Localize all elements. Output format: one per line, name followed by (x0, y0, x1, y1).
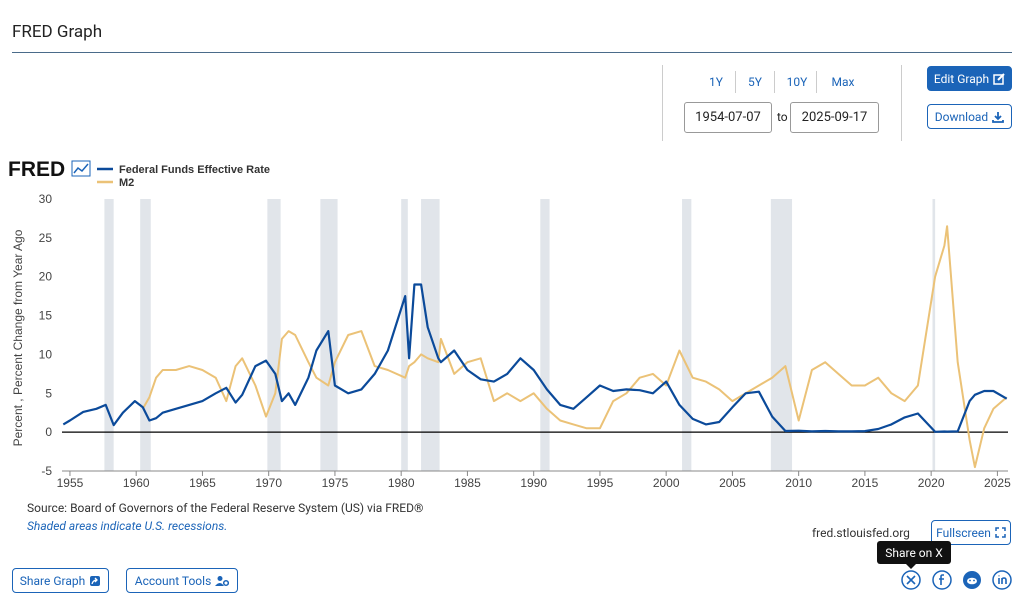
x-tick-label: 1970 (255, 476, 282, 490)
share-icon (90, 575, 101, 586)
account-icon (215, 575, 230, 586)
fullscreen-button[interactable]: Fullscreen (931, 520, 1011, 545)
fullscreen-icon (995, 527, 1006, 538)
recession-band (682, 199, 692, 471)
x-tick-label: 2005 (719, 476, 746, 490)
separator (774, 71, 775, 93)
series-line (141, 225, 1008, 469)
x-tick-label: 1990 (520, 476, 547, 490)
x-tick-label: 2020 (918, 476, 945, 490)
y-tick-label: 20 (39, 270, 53, 284)
button-label: Edit Graph (933, 71, 990, 86)
separator (735, 71, 736, 93)
x-tick-label: 1975 (322, 476, 349, 490)
recession-band (104, 199, 114, 471)
share-reddit[interactable] (963, 571, 981, 589)
y-tick-label: 5 (45, 386, 52, 400)
x-tick-label: 1985 (454, 476, 481, 490)
x-tick-label: 2015 (852, 476, 879, 490)
series-line (62, 283, 1008, 433)
download-icon (992, 111, 1005, 123)
x-tick-label: 1980 (388, 476, 415, 490)
y-tick-label: 25 (39, 231, 53, 245)
page-title: FRED Graph (12, 22, 103, 42)
social-icons (901, 570, 1012, 590)
source-text: Source: Board of Governors of the Federa… (27, 501, 424, 515)
edit-icon (993, 72, 1005, 85)
tooltip: Share on X (877, 541, 951, 564)
x-tick-label: 1965 (189, 476, 216, 490)
recession-band (932, 199, 936, 471)
site-url: fred.stlouisfed.org (812, 526, 910, 540)
tooltip-arrow (906, 564, 916, 569)
share-x[interactable] (901, 570, 921, 590)
download-button[interactable]: Download (927, 104, 1012, 129)
legend-label: Federal Funds Effective Rate (119, 164, 270, 176)
edit-graph-button[interactable]: Edit Graph (927, 66, 1012, 91)
share-linkedin[interactable] (992, 570, 1012, 590)
button-label: Download (934, 109, 989, 124)
button-label: Account Tools (134, 573, 212, 588)
x-tick-label: 1995 (587, 476, 614, 490)
recession-band (770, 199, 793, 471)
x-tick-label: 1955 (57, 476, 84, 490)
x-tick-label: 2000 (653, 476, 680, 490)
recession-band (540, 199, 550, 471)
recession-band (267, 199, 281, 471)
separator (816, 71, 817, 93)
end-date-input[interactable]: 2025-09-17 (790, 102, 879, 133)
header-rule (12, 52, 1012, 53)
y-tick-label: 15 (39, 309, 53, 323)
account-tools-button[interactable]: Account Tools (126, 568, 238, 593)
recession-band (140, 199, 151, 471)
range-button[interactable]: 10Y (786, 75, 808, 89)
y-tick-label: 30 (39, 192, 53, 206)
share-facebook[interactable] (932, 570, 952, 590)
recession-band (401, 199, 408, 471)
y-tick-label: -5 (41, 464, 52, 478)
legend-label: M2 (119, 177, 134, 189)
y-tick-label: 0 (45, 425, 52, 439)
share-graph-button[interactable]: Share Graph (12, 568, 109, 593)
range-button[interactable]: 5Y (748, 75, 762, 89)
x-tick-label: 1960 (123, 476, 150, 490)
to-label: to (777, 110, 788, 124)
y-tick-label: 10 (39, 347, 53, 361)
button-label: Share Graph (19, 573, 86, 588)
chart: FRED Percent , Percent Change from Year … (8, 158, 1011, 490)
recession-note[interactable]: Shaded areas indicate U.S. recessions. (27, 519, 228, 533)
separator (901, 65, 902, 141)
start-date-input[interactable]: 1954-07-07 (684, 102, 772, 133)
range-button[interactable]: Max (831, 75, 855, 89)
button-label: Fullscreen (936, 525, 991, 540)
x-tick-label: 2025 (984, 476, 1011, 490)
separator (662, 65, 663, 141)
fred-logo: FRED (8, 158, 65, 181)
range-button[interactable]: 1Y (709, 75, 723, 89)
y-axis-label: Percent , Percent Change from Year Ago (11, 229, 25, 446)
x-tick-label: 2010 (785, 476, 812, 490)
logo-icon (71, 160, 91, 177)
